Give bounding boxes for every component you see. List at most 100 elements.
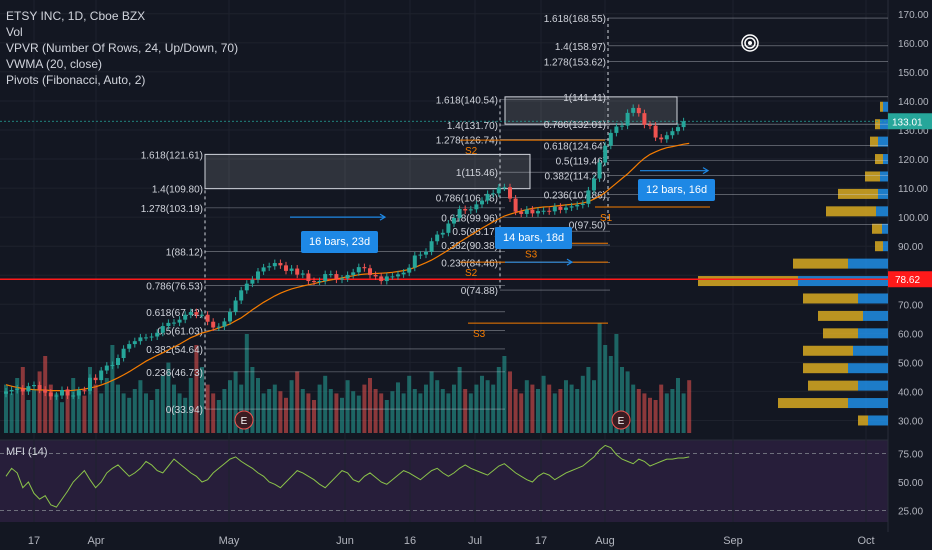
volume-bar [541,375,546,433]
candle-body [76,390,81,396]
fib-level-label: 0.618(67.42) [146,308,203,319]
candle-body [356,267,361,273]
candle-body [20,388,25,392]
mfi-tick-label: 25.00 [898,507,923,518]
volume-bar [608,356,613,433]
volume-bar [194,345,199,433]
volume-bar [653,400,658,433]
candle-body [620,125,624,127]
volume-bar [211,393,216,433]
vpvr-up-bar [858,380,888,391]
volume-bar [446,393,451,433]
vpvr-up-bar [853,345,888,356]
candle-body [300,273,305,275]
vpvr-down-bar [826,206,876,217]
price-tick-label: 160.00 [898,39,929,50]
candle-body [216,326,221,328]
fib-level-label: 0(97.50) [569,220,606,231]
volume-bar [664,393,669,433]
legend-vpvr[interactable]: VPVR (Number Of Rows, 24, Up/Down, 70) [6,41,239,55]
volume-bar [4,384,8,433]
volume-bar [228,380,232,433]
vpvr-down-bar [865,171,880,182]
legend-vol[interactable]: Vol [6,25,23,39]
vpvr-down-bar [803,363,848,374]
measure-label-1[interactable]: 16 bars, 23d [301,231,379,253]
candle-body [524,209,529,214]
candle-body [592,178,596,191]
volume-bar [340,397,344,433]
fib-level-label: 1.618(121.61) [141,150,203,161]
candle-body [463,209,468,211]
candle-body [54,395,59,397]
volume-bar [172,384,176,433]
measure-label-3[interactable]: 12 bars, 16d [638,179,716,201]
pivot-label: S3 [473,329,486,340]
earnings-marker [234,410,254,430]
candle-body [239,290,244,301]
candle-body [362,267,367,269]
price-tick-label: 140.00 [898,97,929,108]
vpvr-up-bar [858,293,888,304]
candle-body [351,272,356,275]
fib-level-label: 0.382(90.38) [441,241,498,252]
fib-level-label: 0.382(54.64) [146,345,203,356]
candle-body [653,125,658,138]
volume-bar [20,367,25,433]
volume-bar [306,393,311,433]
volume-bar [384,400,389,433]
time-axis: 17 Apr May Jun 16 Jul 17 Aug Sep Oct [28,535,875,547]
time-tick-label: Jun [336,535,354,547]
volume-bar [530,384,535,433]
candle-body [228,311,232,322]
time-tick-label: 17 [28,535,40,547]
volume-layer [4,323,692,433]
vpvr-down-bar [778,398,848,409]
candle-body [340,278,344,280]
candle-body [625,112,630,126]
vpvr-up-bar [848,398,888,409]
time-tick-label: May [219,535,240,547]
volume-bar [524,380,529,433]
time-tick-label: Sep [723,535,743,547]
candle-body [9,389,14,392]
legend: ETSY INC, 1D, Cboe BZX Vol VPVR (Number … [6,8,238,88]
candle-body [580,203,585,205]
symbol-title[interactable]: ETSY INC, 1D, Cboe BZX [6,9,146,23]
mfi-tick-label: 50.00 [898,478,923,489]
candle-body [278,263,283,266]
volume-bar [412,389,417,433]
candle-body [519,211,524,214]
vpvr-up-bar [883,101,888,112]
candle-body [127,344,132,349]
candle-body [200,314,204,316]
time-tick-label: Jul [468,535,482,547]
candle-body [312,281,316,283]
mfi-line [5,444,690,508]
time-tick-label: Apr [87,535,104,547]
candle-body [440,232,445,235]
vpvr-up-bar [798,276,888,287]
volume-bar [536,389,540,433]
candle-body [261,267,266,272]
candle-body [334,274,339,280]
vpvr-down-bar [875,154,883,165]
candle-body [289,268,294,271]
candle-body [132,341,137,345]
target-icon[interactable] [741,34,759,52]
measure-label-2[interactable]: 14 bars, 18d [495,227,573,249]
price-tick-label: 90.00 [898,242,923,253]
legend-pivots[interactable]: Pivots (Fibonacci, Auto, 2) [6,73,146,87]
vpvr-up-bar [883,241,888,252]
volume-bar [390,391,395,433]
volume-bar [620,367,624,433]
candle-body [110,364,115,366]
legend-vwma[interactable]: VWMA (20, close) [6,57,103,71]
mfi-legend[interactable]: MFI (14) [6,446,48,458]
time-tick-label: 16 [404,535,416,547]
fib-level-label: 1.4(131.70) [447,121,498,132]
volume-bar [104,378,109,433]
candle-body [88,377,92,391]
